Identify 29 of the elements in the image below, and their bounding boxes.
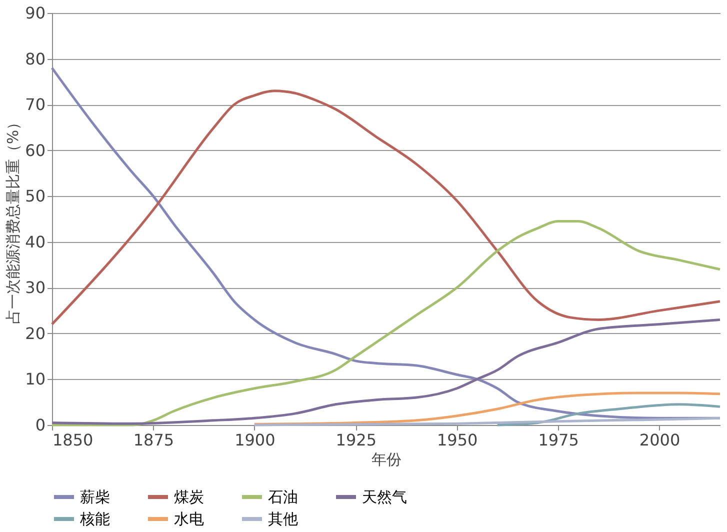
y-tick-label: 0	[35, 416, 46, 434]
x-tick-label: 1925	[336, 430, 376, 450]
line-series	[253, 416, 722, 426]
y-tick-label: 20	[25, 324, 46, 343]
legend-label: 薪柴	[80, 488, 110, 506]
y-tick-label: 80	[25, 49, 46, 68]
x-axis-title: 年份	[372, 450, 402, 468]
y-tick-label: 70	[25, 95, 46, 114]
x-tick-label: 1875	[133, 430, 174, 450]
x-tick-label: 1975	[538, 430, 579, 450]
y-tick-label: 30	[25, 278, 46, 298]
y-axis-title: 占一次能源消费总量比重（%）	[4, 114, 22, 324]
y-tick-label: 40	[25, 232, 46, 252]
legend-label: 水电	[174, 510, 204, 528]
y-tick-label: 10	[25, 370, 46, 389]
legend-label: 煤炭	[174, 488, 204, 506]
x-tick-label: 1900	[234, 430, 276, 450]
y-tick-label: 60	[25, 140, 46, 160]
legend-label: 核能	[79, 510, 110, 528]
legend-label: 天然气	[362, 488, 407, 506]
legend-label: 石油	[268, 488, 298, 506]
y-tick-label: 90	[25, 4, 46, 22]
x-tick-label: 1950	[436, 430, 478, 450]
legend-label: 其他	[268, 510, 298, 528]
line-series	[496, 403, 722, 426]
line-series	[50, 90, 722, 326]
x-tick-label: 2000	[639, 430, 680, 450]
x-tick-label: 1850	[52, 430, 94, 450]
y-tick-label: 50	[25, 186, 46, 206]
